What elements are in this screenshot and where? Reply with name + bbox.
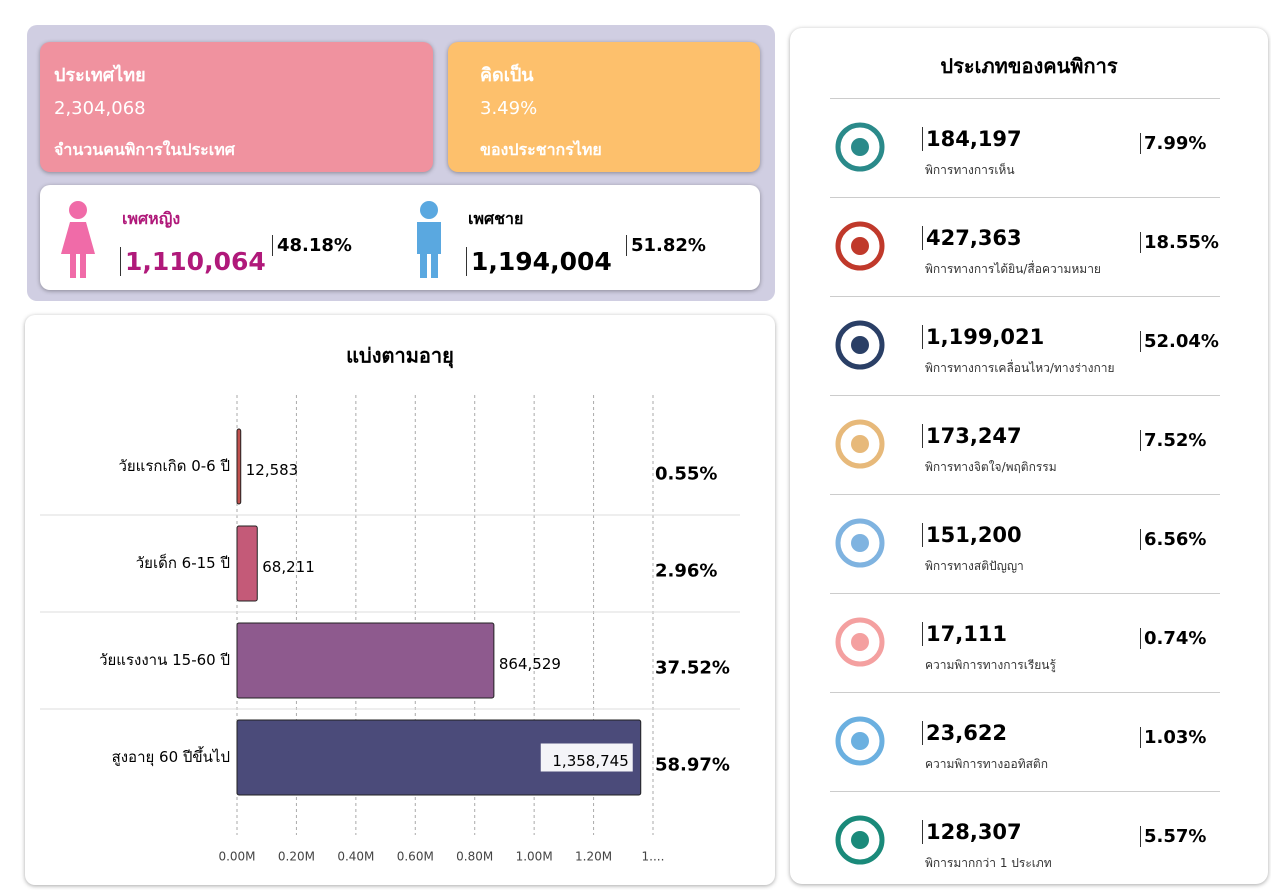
type-percent: 7.52% (1140, 430, 1206, 451)
type-value: 128,307 (922, 820, 1022, 844)
type-percent: 18.55% (1140, 232, 1219, 253)
female-icon (61, 201, 95, 278)
type-label: ความพิการทางออทิสติก (925, 757, 1048, 771)
value-label: 864,529 (499, 655, 561, 673)
type-row: 1,199,021 พิการทางการเคลื่อนไหว/ทางร่างก… (830, 296, 1220, 395)
x-tick-label: 1.20M (575, 850, 612, 864)
type-icon (835, 518, 885, 568)
type-value: 427,363 (922, 226, 1022, 250)
type-percent: 1.03% (1140, 727, 1206, 748)
value-label-bg (540, 743, 633, 772)
x-tick-label: 0.00M (218, 850, 255, 864)
x-tick-label: 1.... (642, 850, 665, 864)
male-percent: 51.82% (626, 235, 706, 256)
type-row: 173,247 พิการทางจิตใจ/พฤติกรรม 7.52% (830, 395, 1220, 494)
female-percent: 48.18% (272, 235, 352, 256)
type-value: 17,111 (922, 622, 1007, 646)
type-value: 23,622 (922, 721, 1007, 745)
types-card: ประเภทของคนพิการ (790, 28, 1268, 884)
country-caption: จำนวนคนพิการในประเทศ (54, 140, 235, 159)
type-row: 427,363 พิการทางการได้ยิน/สื่อความหมาย 1… (830, 197, 1220, 296)
type-row: 184,197 พิการทางการเห็น 7.99% (830, 98, 1220, 197)
country-title: ประเทศไทย (54, 65, 146, 86)
country-card: ประเทศไทย 2,304,068 จำนวนคนพิการในประเทศ (40, 42, 433, 172)
x-tick-label: 0.40M (337, 850, 374, 864)
type-value: 151,200 (922, 523, 1022, 547)
category-label: วัยเด็ก 6-15 ปี (136, 553, 230, 572)
male-label: เพศชาย (468, 209, 524, 228)
type-icon (835, 221, 885, 271)
chart: แบ่งตามอายุ 0.00M 0.20M 0.40M 0.60M 0.80M 1.0… (40, 344, 740, 864)
type-percent: 52.04% (1140, 331, 1219, 352)
type-label: พิการทางการได้ยิน/สื่อความหมาย (925, 262, 1101, 276)
bar (236, 719, 642, 796)
type-label: พิการมากกว่า 1 ประเภท (925, 856, 1052, 870)
type-percent: 7.99% (1140, 133, 1206, 154)
male-value: 1,194,004 (466, 247, 612, 276)
type-row: 17,111 ความพิการทางการเรียนรู้ 0.74% (830, 593, 1220, 692)
share-label: 58.97% (655, 755, 730, 776)
type-label: พิการทางการเห็น (925, 163, 1015, 177)
type-icon (835, 815, 885, 865)
types-title: ประเภทของคนพิการ (940, 54, 1118, 78)
category-label: วัยแรงงาน 15-60 ปี (99, 651, 230, 669)
x-tick-label: 1.00M (516, 850, 553, 864)
share-label: 0.55% (655, 464, 717, 485)
value-label: 68,211 (262, 558, 315, 576)
bar (236, 428, 242, 505)
type-label: พิการทางสติปัญญา (925, 559, 1024, 573)
type-label: ความพิการทางการเรียนรู้ (925, 658, 1056, 672)
type-icon (835, 419, 885, 469)
type-label: พิการทางการเคลื่อนไหว/ทางร่างกาย (925, 361, 1115, 375)
bar (236, 525, 258, 602)
female-label: เพศหญิง (122, 209, 181, 228)
x-tick-label: 0.20M (278, 850, 315, 864)
value-label: 1,358,745 (552, 752, 628, 770)
category-label: สูงอายุ 60 ปีขึ้นไป (112, 746, 230, 767)
type-row: 151,200 พิการทางสติปัญญา 6.56% (830, 494, 1220, 593)
country-value: 2,304,068 (54, 98, 146, 119)
type-row: 23,622 ความพิการทางออทิสติก 1.03% (830, 692, 1220, 791)
share-label: 37.52% (655, 658, 730, 679)
type-label: พิการทางจิตใจ/พฤติกรรม (925, 460, 1057, 474)
type-percent: 0.74% (1140, 628, 1206, 649)
share-caption: ของประชากรไทย (480, 140, 602, 159)
x-tick-label: 0.60M (397, 850, 434, 864)
type-icon (835, 716, 885, 766)
value-label: 12,583 (246, 461, 299, 479)
type-icon (835, 320, 885, 370)
type-value: 1,199,021 (922, 325, 1044, 349)
share-card: คิดเป็น 3.49% ของประชากรไทย (448, 42, 760, 172)
gender-card: เพศหญิง 1,110,064 48.18% เพศชาย 1,194,00… (40, 185, 760, 290)
x-tick-label: 0.80M (456, 850, 493, 864)
chart-title: แบ่งตามอายุ (346, 344, 454, 369)
bar (236, 622, 495, 699)
type-icon (835, 122, 885, 172)
male-icon (417, 201, 441, 278)
type-percent: 5.57% (1140, 826, 1206, 847)
female-value: 1,110,064 (120, 247, 266, 276)
category-label: วัยแรกเกิด 0-6 ปี (118, 457, 230, 475)
share-title: คิดเป็น (480, 65, 534, 86)
type-icon (835, 617, 885, 667)
type-value: 173,247 (922, 424, 1022, 448)
share-label: 2.96% (655, 561, 717, 582)
type-value: 184,197 (922, 127, 1022, 151)
type-row: 128,307 พิการมากกว่า 1 ประเภท 5.57% (830, 791, 1220, 890)
type-percent: 6.56% (1140, 529, 1206, 550)
share-value: 3.49% (480, 98, 538, 119)
